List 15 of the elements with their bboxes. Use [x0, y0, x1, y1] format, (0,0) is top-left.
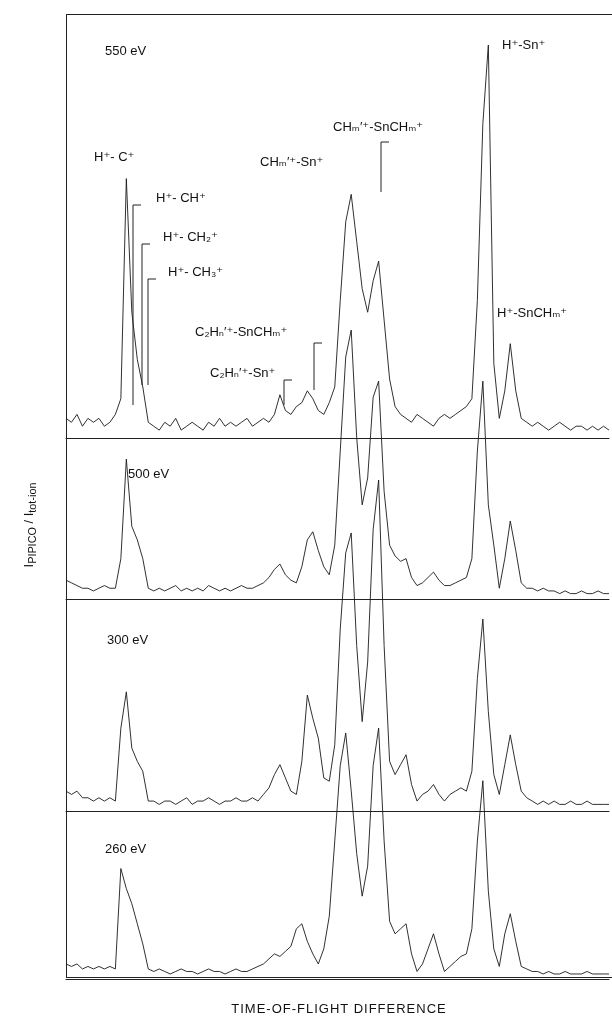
annotation: H⁺- CH⁺ [156, 190, 206, 205]
annotation: CHₘ′⁺-SnCHₘ⁺ [333, 119, 424, 134]
annotation: H⁺- C⁺ [94, 149, 135, 164]
text: 300 eV [107, 632, 149, 647]
text: 260 eV [105, 841, 147, 856]
annotation: C₂Hₙ′⁺-Sn⁺ [210, 365, 276, 380]
annotation: H⁺-Sn⁺ [502, 37, 546, 52]
annotation: H⁺-SnCHₘ⁺ [497, 305, 568, 320]
annotation: H⁺- CH₃⁺ [168, 264, 224, 279]
x-axis-title: TIME-OF-FLIGHT DIFFERENCE [230, 1001, 448, 1016]
text: 500 eV [128, 466, 170, 481]
annotation: C₂Hₙ′⁺-SnCHₘ⁺ [195, 324, 288, 339]
annotation: H⁺- CH₂⁺ [163, 229, 218, 244]
annotation: CHₘ′⁺-Sn⁺ [260, 154, 324, 169]
chart-title: 550 eV [105, 43, 147, 58]
